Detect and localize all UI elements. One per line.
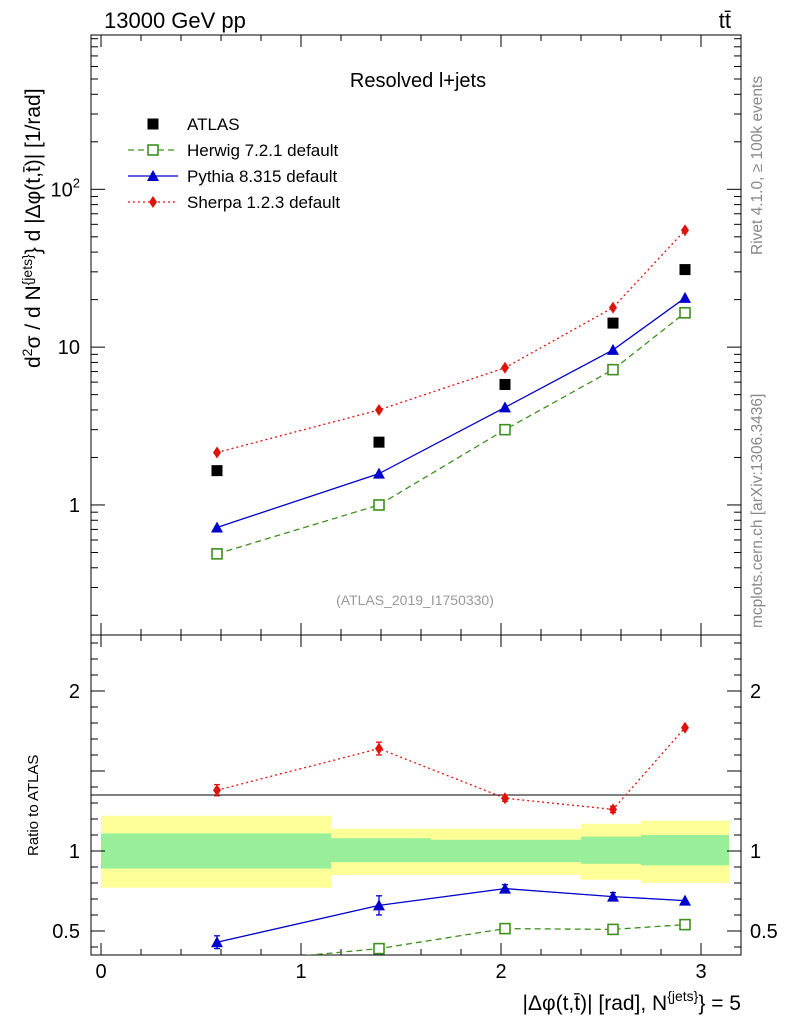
legend-sherpa-1-2-3-default-marker bbox=[149, 196, 157, 208]
herwig-7-2-1-default-point bbox=[607, 363, 619, 376]
pythia-8-315-default-point bbox=[607, 343, 619, 355]
ratio-tick-label-right: 0.5 bbox=[750, 921, 778, 943]
band-inner bbox=[431, 839, 581, 863]
herwig-7-2-1-default-ratio-point bbox=[212, 959, 222, 969]
pythia-8-315-default-ratio-point bbox=[607, 890, 619, 902]
herwig-7-2-1-default-point bbox=[679, 307, 691, 319]
band-inner bbox=[581, 836, 641, 864]
ratio-tick-label: 2 bbox=[69, 681, 80, 703]
atlas-point bbox=[679, 264, 691, 276]
herwig-7-2-1-default-line bbox=[216, 312, 686, 555]
process-label: tt̄ bbox=[719, 8, 731, 33]
y-tick-label: 1 bbox=[69, 495, 80, 517]
axis-ticks: 0 1 2 3 1 10 102 0.5 0.5 1 1 2 2 bbox=[51, 35, 778, 983]
pythia-8-315-default-point bbox=[679, 291, 691, 303]
pythia-8-315-default-point bbox=[211, 521, 223, 533]
sherpa-1-2-3-default-point bbox=[501, 361, 509, 374]
sherpa-1-2-3-default-point bbox=[213, 446, 221, 459]
pythia-8-315-default-ratio-point bbox=[499, 882, 511, 894]
legend: ATLAS Herwig 7.2.1 default Pythia 8.315 de… bbox=[128, 115, 340, 212]
legend-herwig-7-2-1-default-marker bbox=[147, 144, 159, 156]
y-axis-label: d2σ / d N{jets}} d |Δφ(t,t̄)| [1/rad] bbox=[19, 88, 45, 368]
atlas-point bbox=[607, 317, 619, 329]
x-tick-label: 0 bbox=[95, 961, 106, 983]
ratio-tick-label-right: 1 bbox=[750, 841, 761, 863]
sherpa-1-2-3-default-point bbox=[681, 224, 689, 237]
rivet-label: Rivet 4.1.0, ≥ 100k events bbox=[749, 76, 766, 255]
energy-label: 13000 GeV pp bbox=[104, 8, 246, 33]
sherpa-1-2-3-default-point bbox=[375, 403, 383, 416]
plot-title: Resolved l+jets bbox=[350, 70, 486, 92]
sherpa-1-2-3-default-ratio-point bbox=[681, 721, 689, 734]
ratio-series bbox=[211, 721, 691, 969]
ratio-tick-label-right: 2 bbox=[750, 681, 761, 703]
herwig-7-2-1-default-ratio-point bbox=[607, 923, 619, 936]
legend-pythia-8-315-default-label: Pythia 8.315 default bbox=[187, 167, 338, 186]
pythia-8-315-default-point bbox=[373, 467, 385, 479]
atlas-point bbox=[499, 378, 511, 390]
pythia-8-315-default-ratio-point bbox=[679, 894, 691, 906]
legend-atlas-marker bbox=[147, 118, 159, 130]
band-inner bbox=[641, 835, 729, 866]
x-axis-label: |Δφ(t,t̄)| [rad], N{jets}} = 5 bbox=[522, 988, 741, 1015]
herwig-7-2-1-default-ratio-point bbox=[499, 922, 511, 935]
atlas-point bbox=[211, 465, 223, 477]
pythia-8-315-default-ratio-point bbox=[373, 899, 385, 911]
main-series bbox=[211, 224, 691, 560]
band-inner bbox=[101, 833, 331, 869]
sherpa-1-2-3-default-line bbox=[216, 229, 686, 454]
sherpa-1-2-3-default-ratio-point bbox=[501, 792, 509, 805]
x-tick-label: 1 bbox=[295, 961, 306, 983]
ratio-axis-label: Ratio to ATLAS bbox=[25, 755, 42, 856]
band-inner bbox=[331, 838, 431, 863]
sherpa-1-2-3-default-ratio-point bbox=[609, 803, 617, 816]
analysis-id: (ATLAS_2019_I1750330) bbox=[336, 592, 494, 608]
herwig-7-2-1-default-point bbox=[373, 499, 385, 511]
uncertainty-bands bbox=[101, 815, 729, 888]
legend-atlas-label: ATLAS bbox=[187, 115, 240, 134]
herwig-7-2-1-default-ratio-point bbox=[373, 942, 385, 955]
y-tick-label: 102 bbox=[51, 175, 80, 201]
herwig-7-2-1-default-point bbox=[211, 548, 223, 560]
ratio-tick-label: 0.5 bbox=[52, 921, 80, 943]
pythia-8-315-default-line bbox=[216, 297, 686, 529]
legend-herwig-7-2-1-default-label: Herwig 7.2.1 default bbox=[187, 141, 338, 160]
mcplots-label: mcplots.cern.ch [arXiv:1306.3436] bbox=[749, 394, 766, 628]
sherpa-1-2-3-default-ratio-line bbox=[216, 727, 686, 811]
legend-sherpa-1-2-3-default-label: Sherpa 1.2.3 default bbox=[187, 193, 340, 212]
legend-pythia-8-315-default-marker bbox=[147, 170, 159, 181]
herwig-7-2-1-default-ratio-point bbox=[679, 918, 691, 931]
pythia-8-315-default-ratio-point bbox=[211, 936, 223, 948]
x-tick-label: 3 bbox=[695, 961, 706, 983]
sherpa-1-2-3-default-point bbox=[609, 301, 617, 314]
sherpa-1-2-3-default-ratio-point bbox=[375, 742, 383, 755]
herwig-7-2-1-default-point bbox=[499, 423, 511, 436]
atlas-point bbox=[373, 436, 385, 448]
pythia-8-315-default-point bbox=[499, 401, 511, 413]
x-tick-label: 2 bbox=[495, 961, 506, 983]
y-tick-label: 10 bbox=[58, 337, 80, 359]
sherpa-1-2-3-default-ratio-point bbox=[213, 784, 221, 797]
ratio-tick-label: 1 bbox=[69, 841, 80, 863]
